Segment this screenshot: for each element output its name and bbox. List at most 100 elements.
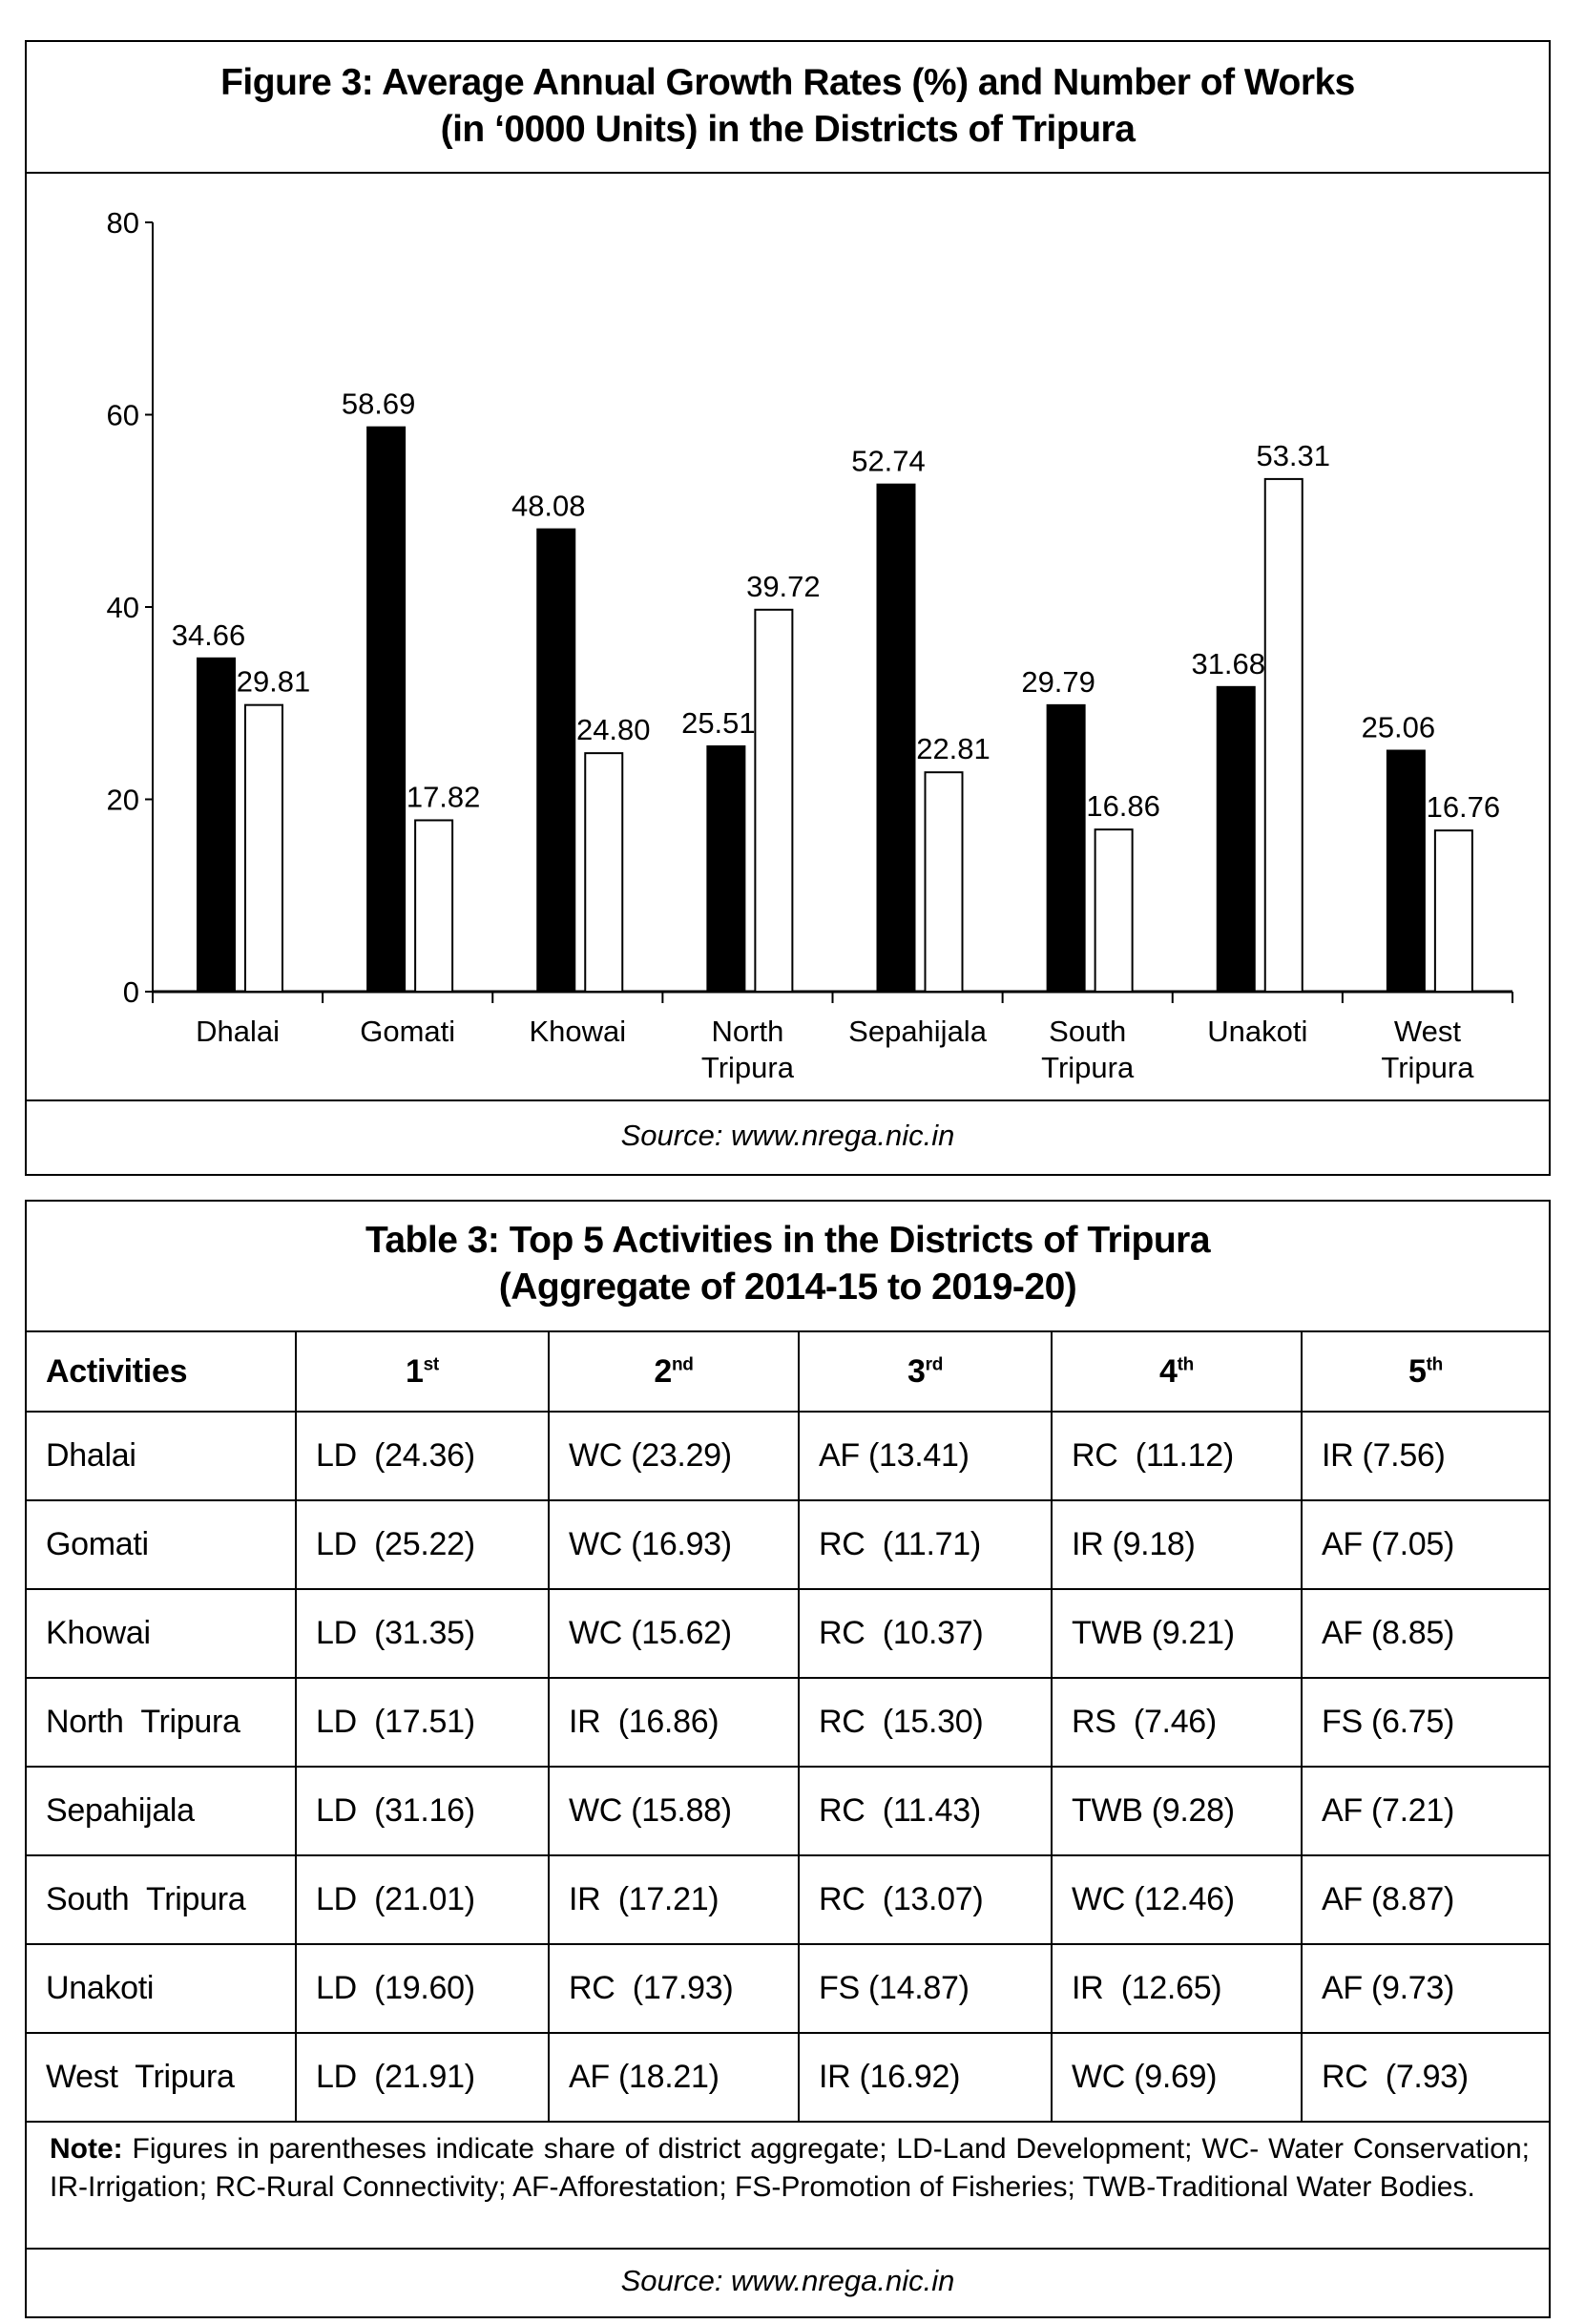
data-label: 39.72 (746, 570, 821, 603)
bar-growth-rate (1046, 703, 1086, 993)
table-title-line1: Table 3: Top 5 Activities in the Distric… (365, 1220, 1211, 1261)
header-rank-5: 5th (1301, 1332, 1549, 1413)
bar-works (1433, 829, 1473, 993)
data-label: 17.82 (407, 780, 481, 813)
activity-cell: TWB (9.28) (1051, 1766, 1303, 1856)
y-tick-label: 40 (107, 591, 139, 624)
activity-cell: IR (9.18) (1051, 1499, 1303, 1590)
bar-works (924, 771, 964, 994)
data-label: 25.51 (681, 706, 756, 740)
header-label: 2 (654, 1352, 672, 1390)
data-label: 53.31 (1256, 439, 1330, 472)
activity-cell: AF (18.21) (548, 2032, 800, 2123)
header-activities: Activities (27, 1332, 297, 1413)
x-tick-label: Tripura (1381, 1051, 1474, 1084)
district-cell: West Tripura (27, 2032, 297, 2123)
bar-growth-rate (366, 426, 407, 993)
district-cell: Dhalai (27, 1411, 297, 1501)
bar-growth-rate (197, 657, 236, 993)
table-row: West Tripura LD (21.91) AF (18.21) IR (16.9… (27, 2032, 1549, 2123)
activity-cell: LD (21.91) (295, 2032, 550, 2123)
note-label: Note: (50, 2133, 123, 2165)
x-tick-label: West (1394, 1015, 1461, 1048)
y-tick-label: 80 (107, 206, 139, 240)
data-label: 34.66 (172, 618, 246, 652)
activity-cell: RC (11.71) (798, 1499, 1053, 1590)
bar-growth-rate (876, 483, 916, 994)
x-tick-label: Gomati (360, 1015, 455, 1048)
data-label: 29.81 (237, 665, 311, 699)
header-suffix: th (1426, 1354, 1444, 1375)
activity-cell: FS (14.87) (798, 1943, 1053, 2034)
bar-works (414, 819, 454, 993)
activity-cell: RC (15.30) (798, 1677, 1053, 1768)
table-row: Unakoti LD (19.60) RC (17.93) FS (14.87) IR … (27, 1943, 1549, 2034)
activity-cell: RS (7.46) (1051, 1677, 1303, 1768)
table-title-line2: (Aggregate of 2014-15 to 2019-20) (498, 1267, 1077, 1308)
y-tick-label: 0 (123, 975, 139, 1009)
table-row: Dhalai LD (24.36) WC (23.29) AF (13.41) RC (… (27, 1411, 1549, 1501)
table-row: Gomati LD (25.22) WC (16.93) RC (11.71) IR (… (27, 1499, 1549, 1590)
x-tick-label: Sepahijala (848, 1015, 988, 1048)
activity-cell: AF (7.21) (1301, 1766, 1549, 1856)
activity-cell: LD (25.22) (295, 1499, 550, 1590)
activity-cell: AF (13.41) (798, 1411, 1053, 1501)
x-tick-label: Dhalai (196, 1015, 280, 1048)
activity-cell: WC (15.62) (548, 1588, 800, 1679)
data-label: 52.74 (851, 445, 926, 478)
header-suffix: st (423, 1354, 440, 1375)
activity-cell: LD (21.01) (295, 1854, 550, 1945)
data-label: 48.08 (511, 490, 586, 523)
bar-works (244, 703, 283, 993)
bar-growth-rate (536, 528, 576, 993)
y-tick-label: 60 (107, 399, 139, 432)
note-text: Figures in parentheses indicate share of… (50, 2133, 1530, 2203)
activity-cell: AF (9.73) (1301, 1943, 1549, 2034)
bar-works (754, 608, 794, 993)
x-tick-label: Tripura (701, 1051, 795, 1084)
table-source: Source: www.nrega.nic.in (27, 2248, 1549, 2316)
bar-growth-rate (1216, 685, 1256, 993)
activity-cell: RC (13.07) (798, 1854, 1053, 1945)
table-row: South Tripura LD (21.01) IR (17.21) RC (13.… (27, 1854, 1549, 1945)
bar-works (584, 752, 624, 994)
district-cell: Sepahijala (27, 1766, 297, 1856)
activity-cell: WC (16.93) (548, 1499, 800, 1590)
data-label: 16.76 (1427, 790, 1501, 824)
activity-cell: WC (9.69) (1051, 2032, 1303, 2123)
figure-source: Source: www.nrega.nic.in (27, 1099, 1549, 1174)
bar-works (1094, 828, 1134, 993)
header-rank-4: 4th (1051, 1332, 1303, 1413)
activity-cell: IR (17.21) (548, 1854, 800, 1945)
data-label: 25.06 (1362, 711, 1436, 744)
activity-cell: LD (19.60) (295, 1943, 550, 2034)
table-panel: Table 3: Top 5 Activities in the Distric… (25, 1200, 1551, 2318)
district-cell: Gomati (27, 1499, 297, 1590)
x-tick-label: Khowai (529, 1015, 626, 1048)
figure-title-line2: (in ‘0000 Units) in the Districts of Tri… (440, 109, 1136, 150)
header-suffix: th (1177, 1354, 1195, 1375)
header-suffix: rd (925, 1354, 944, 1375)
district-cell: Khowai (27, 1588, 297, 1679)
bar-works (1263, 477, 1303, 994)
activity-cell: AF (8.85) (1301, 1588, 1549, 1679)
activity-cell: RC (11.12) (1051, 1411, 1303, 1501)
table-row: Khowai LD (31.35) WC (15.62) RC (10.37) TWB … (27, 1588, 1549, 1679)
header-label: 1 (406, 1352, 424, 1390)
activity-cell: IR (16.86) (548, 1677, 800, 1768)
figure-title: Figure 3: Average Annual Growth Rates (%… (27, 42, 1549, 174)
activity-cell: RC (7.93) (1301, 2032, 1549, 2123)
data-label: 58.69 (342, 387, 416, 421)
table-note: Note: Figures in parentheses indicate sh… (27, 2123, 1549, 2207)
activity-cell: RC (11.43) (798, 1766, 1053, 1856)
bar-growth-rate (1386, 749, 1426, 994)
data-label: 16.86 (1086, 789, 1160, 823)
data-label: 22.81 (916, 732, 991, 765)
activity-cell: RC (10.37) (798, 1588, 1053, 1679)
activity-cell: AF (8.87) (1301, 1854, 1549, 1945)
district-cell: North Tripura (27, 1677, 297, 1768)
x-tick-label: North (712, 1015, 784, 1048)
district-cell: South Tripura (27, 1854, 297, 1945)
activity-cell: IR (16.92) (798, 2032, 1053, 2123)
activity-cell: RC (17.93) (548, 1943, 800, 2034)
